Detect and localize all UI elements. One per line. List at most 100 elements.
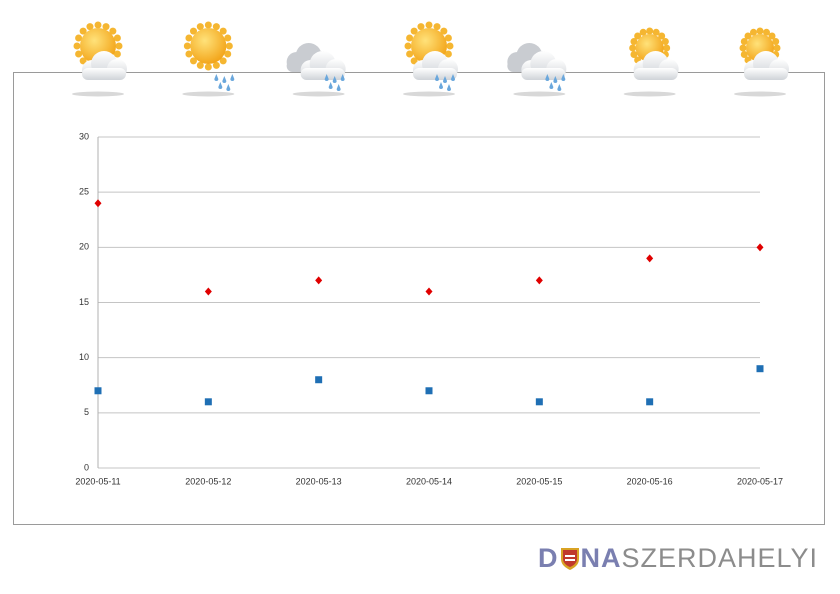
sun-ray xyxy=(740,37,748,45)
x-tick-label: 2020-05-12 xyxy=(185,476,231,486)
sun-ray xyxy=(772,37,780,45)
rain-drop xyxy=(214,74,219,81)
sun-ray xyxy=(113,50,121,58)
sun-ray xyxy=(73,42,81,50)
sun-ray xyxy=(739,44,747,52)
sun-ray xyxy=(115,42,123,50)
cloud xyxy=(744,68,788,80)
sun-ray xyxy=(183,42,191,50)
rain-drop xyxy=(443,76,447,83)
rain-drop xyxy=(218,82,223,89)
x-tick-label: 2020-05-11 xyxy=(75,476,120,486)
icon-shadow xyxy=(182,91,235,97)
sun-ray xyxy=(410,57,418,65)
point xyxy=(646,254,654,263)
sun-ray xyxy=(630,51,638,59)
logo-part: D xyxy=(538,543,559,573)
weather-icon xyxy=(623,27,679,97)
cloud xyxy=(300,68,345,80)
rain-drop xyxy=(226,84,231,91)
y-tick-label: 5 xyxy=(84,407,89,417)
logo: D NA SZERDAHELYI xyxy=(538,543,818,574)
sun-ray xyxy=(629,44,637,52)
icon-shadow xyxy=(72,91,124,97)
sun-ray xyxy=(658,32,666,40)
sun-ray xyxy=(224,50,232,58)
rain-drop xyxy=(230,74,235,81)
sun-ray xyxy=(219,57,227,65)
sun-ray xyxy=(109,27,117,35)
sun-ray xyxy=(410,27,418,35)
x-tick-label: 2020-05-14 xyxy=(406,476,452,486)
weather-icon xyxy=(507,43,567,97)
rain-drop xyxy=(561,74,566,81)
point xyxy=(315,276,323,285)
sun-ray xyxy=(773,44,781,52)
icon-shadow xyxy=(292,91,345,97)
sun-ray xyxy=(433,23,441,31)
icon-shadow xyxy=(734,91,786,97)
chart-frame xyxy=(13,72,825,525)
point xyxy=(425,387,433,395)
rain-drop xyxy=(435,74,439,81)
logo-part: NA xyxy=(580,543,622,573)
sun xyxy=(190,28,227,64)
point xyxy=(425,287,433,296)
rain-drop xyxy=(222,76,227,83)
point xyxy=(204,398,212,406)
x-tick-label: 2020-05-17 xyxy=(737,476,783,486)
sun-ray xyxy=(212,61,220,69)
point xyxy=(94,199,102,208)
y-tick-label: 20 xyxy=(79,242,89,252)
point xyxy=(204,287,212,296)
point xyxy=(756,243,764,252)
sun-ray xyxy=(749,28,757,36)
rain-drop xyxy=(557,84,562,91)
x-tick-label: 2020-05-13 xyxy=(296,476,342,486)
sun-ray xyxy=(406,34,414,42)
icon-shadow xyxy=(623,91,676,97)
sun-ray xyxy=(444,34,452,42)
rain-drop xyxy=(439,82,443,89)
x-tick-label: 2020-05-15 xyxy=(516,476,562,486)
weather-icon xyxy=(286,43,346,97)
sun-ray xyxy=(763,28,771,36)
sun-ray xyxy=(113,34,121,42)
sun-ray xyxy=(196,23,204,31)
sun-ray xyxy=(663,44,671,52)
logo-shield xyxy=(560,547,579,570)
sun-ray xyxy=(224,34,232,42)
rain-drop xyxy=(328,82,333,89)
rain-drop xyxy=(553,76,558,83)
y-tick-label: 10 xyxy=(79,352,89,362)
sun-ray xyxy=(102,23,110,31)
y-tick-label: 15 xyxy=(79,297,89,307)
sun-ray xyxy=(189,27,197,35)
sun-ray xyxy=(79,27,87,35)
cloud xyxy=(633,68,678,80)
sun-ray xyxy=(189,57,197,65)
y-tick-label: 30 xyxy=(79,131,89,141)
sun-ray xyxy=(79,57,87,65)
point xyxy=(646,398,654,406)
sun-ray xyxy=(661,37,669,45)
sun-ray xyxy=(204,21,212,29)
sun-ray xyxy=(94,21,102,29)
sun-ray xyxy=(646,27,654,35)
point xyxy=(94,387,102,395)
point xyxy=(315,376,323,384)
rain-drop xyxy=(451,74,455,81)
weather-icon xyxy=(403,21,458,97)
weather-icon xyxy=(182,21,235,97)
sun-ray xyxy=(756,27,764,35)
sun-ray xyxy=(634,32,642,40)
sun-ray xyxy=(212,23,220,31)
sun-ray xyxy=(740,51,748,59)
sun-ray xyxy=(444,50,452,58)
icon-shadow xyxy=(513,91,566,97)
cloud xyxy=(521,68,566,80)
logo-part: SZERDAHELYI xyxy=(621,543,819,573)
sun-ray xyxy=(75,34,83,42)
rain-drop xyxy=(447,84,451,91)
